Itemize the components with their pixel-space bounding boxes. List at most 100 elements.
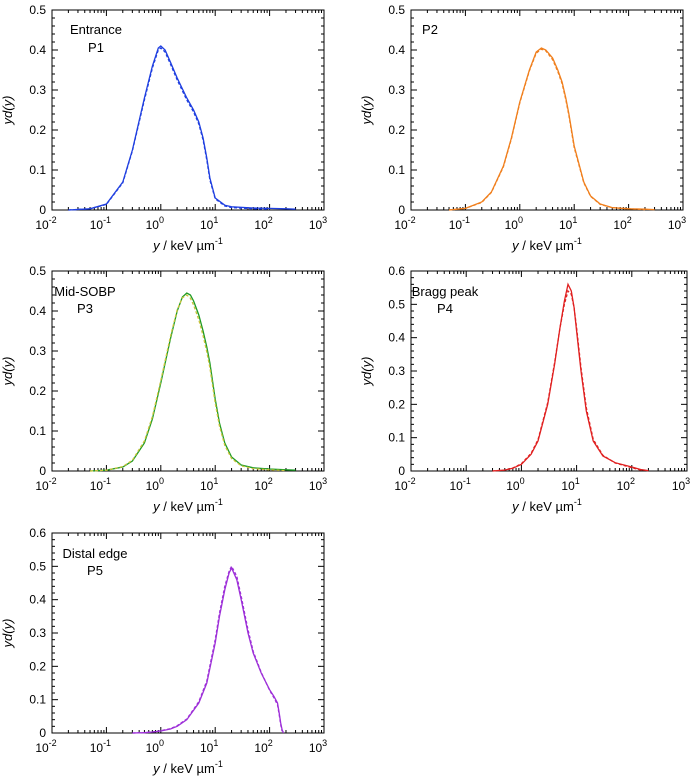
y-tick-label: 0.3 [388, 83, 405, 97]
y-tick-label: 0.4 [29, 43, 46, 57]
x-tick-label: 10-1 [450, 476, 471, 493]
plot-frame [410, 9, 684, 211]
y-tick-label: 0 [39, 464, 46, 478]
panel-title: Mid-SOBP [54, 284, 115, 299]
y-tick-label: 0.6 [29, 526, 46, 540]
x-tick-label: 101 [200, 476, 218, 493]
x-tick-label: 102 [613, 215, 631, 232]
x-axis-var: y [152, 499, 161, 514]
x-tick-label: 10-2 [394, 215, 415, 232]
y-tick-label: 0.5 [29, 3, 46, 17]
y-tick-label: 0.1 [29, 424, 46, 438]
y-tick-label: 0.4 [29, 593, 46, 607]
y-tick-label: 0.3 [29, 344, 46, 358]
y-tick-label: 0.3 [29, 83, 46, 97]
x-tick-label: 103 [309, 476, 327, 493]
y-tick-label: 0.5 [388, 297, 405, 311]
x-tick-label: 10-1 [90, 215, 111, 232]
y-tick-label: 0.2 [388, 397, 405, 411]
x-axis-exp: -1 [574, 236, 582, 246]
y-tick-label: 0.4 [29, 304, 46, 318]
series-measured [68, 45, 296, 211]
x-tick-label: 100 [146, 476, 164, 493]
x-axis-label: y / keV µm-1 [152, 497, 223, 514]
y-tick-label: 0.2 [388, 123, 405, 137]
series-calculated [448, 48, 646, 211]
x-tick-label: 101 [559, 215, 577, 232]
y-tick-label: 0 [398, 464, 405, 478]
x-axis-unit: / keV µm [160, 761, 215, 776]
panel-title: Bragg peak [412, 284, 479, 299]
panel-distal-edge: 10-2 10-1 100 101 102 103 0 0.1 0.2 0.3 0.4 0.5 0.6 y… [0, 526, 327, 776]
plot-frame [51, 9, 325, 211]
x-axis-unit: / keV µm [519, 499, 574, 514]
x-tick-label: 10-2 [394, 476, 415, 493]
x-tick-label: 101 [561, 476, 579, 493]
x-axis-var: y [511, 499, 520, 514]
y-tick-label: 0.5 [29, 264, 46, 278]
x-tick-label: 103 [309, 738, 327, 755]
x-axis-exp: -1 [215, 236, 223, 246]
panel-p2: 10-2 10-1 100 101 102 103 0 0.1 0.2 0.3 0.4 0.5 yd(y… [359, 3, 686, 253]
series-measured [448, 47, 655, 211]
panel-bragg-peak: 10-2 10-1 100 101 102 103 0 0.1 0.2 0.3 0.4 0.5 0.6 y… [359, 264, 690, 514]
x-tick-label: 102 [254, 476, 272, 493]
panel-entrance: 10-2 10-1 100 101 102 103 0 0.1 0.2 0.3 0.4 0.5 yd(y… [0, 3, 327, 253]
panel-title: Distal edge [62, 546, 127, 561]
x-tick-label: 101 [200, 215, 218, 232]
y-tick-label: 0.3 [388, 364, 405, 378]
series-calculated [68, 47, 270, 211]
y-tick-label: 0.6 [388, 264, 405, 278]
y-tick-label: 0.1 [388, 431, 405, 445]
x-tick-label: 103 [309, 215, 327, 232]
y-tick-label: 0.2 [29, 384, 46, 398]
x-tick-label: 100 [146, 215, 164, 232]
panel-position-label: P3 [77, 301, 93, 316]
x-tick-label: 102 [617, 476, 635, 493]
y-tick-label: 0.5 [388, 3, 405, 17]
y-tick-label: 0 [39, 726, 46, 740]
y-axis-label: yd(y) [0, 619, 15, 649]
series-measured [492, 282, 649, 472]
y-axis-label: yd(y) [0, 357, 15, 387]
x-tick-label: 10-1 [90, 476, 111, 493]
y-axis-label: yd(y) [359, 96, 374, 126]
x-tick-label: 10-1 [90, 738, 111, 755]
y-tick-label: 0.5 [29, 559, 46, 573]
x-tick-label: 100 [505, 215, 523, 232]
x-tick-label: 102 [254, 738, 272, 755]
x-axis-exp: -1 [215, 759, 223, 769]
y-axis-label: yd(y) [359, 357, 374, 387]
panel-position-label: P1 [88, 40, 104, 55]
panel-title: P2 [422, 22, 438, 37]
x-tick-label: 103 [672, 476, 690, 493]
y-tick-label: 0.2 [29, 659, 46, 673]
x-axis-unit: / keV µm [160, 499, 215, 514]
x-tick-label: 101 [200, 738, 218, 755]
panel-position-label: P5 [87, 563, 103, 578]
x-axis-exp: -1 [574, 497, 582, 507]
x-axis-var: y [511, 238, 520, 253]
plot-frame [51, 270, 325, 472]
x-tick-label: 103 [668, 215, 686, 232]
x-axis-label: y / keV µm-1 [511, 236, 582, 253]
x-axis-label: y / keV µm-1 [511, 497, 582, 514]
x-axis-unit: / keV µm [160, 238, 215, 253]
x-axis-exp: -1 [215, 497, 223, 507]
panel-position-label: P4 [437, 301, 453, 316]
y-axis-label: yd(y) [0, 96, 15, 126]
x-axis-unit: / keV µm [519, 238, 574, 253]
x-tick-label: 10-1 [449, 215, 470, 232]
series-measured [132, 566, 285, 734]
series-calculated [89, 294, 287, 472]
y-tick-label: 0.2 [29, 123, 46, 137]
series-calculated [132, 564, 283, 734]
x-axis-var: y [152, 761, 161, 776]
y-tick-label: 0.3 [29, 626, 46, 640]
x-tick-label: 10-2 [35, 476, 56, 493]
series-measured [89, 292, 296, 472]
y-tick-label: 0.4 [388, 43, 405, 57]
y-tick-label: 0.4 [388, 331, 405, 345]
y-tick-label: 0 [398, 203, 405, 217]
